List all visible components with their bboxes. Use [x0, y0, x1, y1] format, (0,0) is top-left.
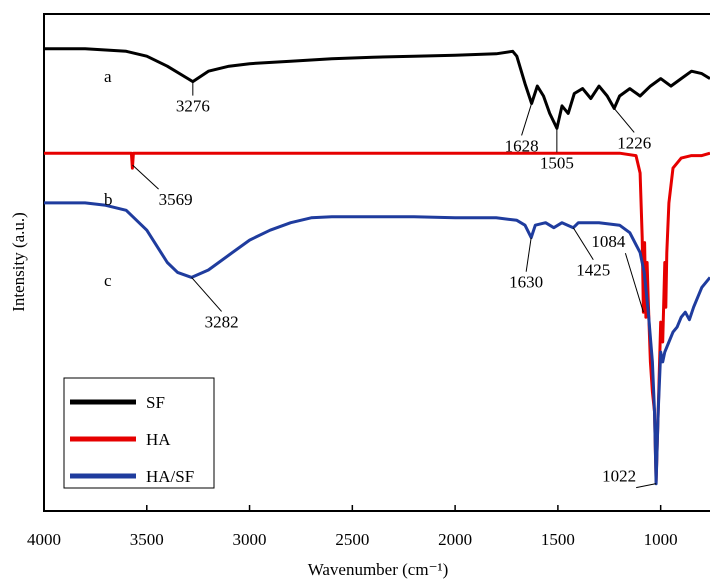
annotation-leader [521, 103, 533, 136]
legend-label: HA/SF [146, 467, 194, 486]
annotation-leader [191, 277, 222, 312]
annotation-label: 3569 [159, 190, 193, 209]
x-tick-label: 1500 [541, 530, 575, 549]
x-tick-label: 4000 [27, 530, 61, 549]
annotation-leader [132, 164, 159, 190]
legend-box [63, 377, 215, 489]
series-line-ha [44, 151, 710, 483]
annotation-leader [636, 483, 657, 489]
x-tick-label: 3500 [130, 530, 164, 549]
series-tag-c: c [104, 271, 112, 290]
series-tag-a: a [104, 67, 112, 86]
annotation-label: 3276 [176, 97, 210, 116]
annotation-leader [624, 253, 644, 313]
legend-label: SF [146, 393, 165, 412]
x-axis-title: Wavenumber (cm⁻¹) [308, 560, 449, 579]
y-axis-title: Intensity (a.u.) [9, 212, 28, 312]
annotation-leader [572, 227, 594, 260]
annotation-label: 1630 [509, 273, 543, 292]
annotation-label: 1628 [505, 136, 539, 155]
annotation-label: 1425 [576, 261, 610, 280]
x-tick-label: 2000 [438, 530, 472, 549]
annotation-label: 1226 [617, 133, 651, 152]
annotation-leader [525, 237, 532, 272]
x-tick-label: 1000 [644, 530, 678, 549]
x-axis-ticks: 4000 3500 3000 2500 2000 1500 1000 [27, 505, 678, 549]
series-tag-b: b [104, 190, 113, 209]
series-tag-layer: a b c [104, 67, 113, 290]
legend: SF HA HA/SF [63, 377, 215, 489]
series-line-ha-sf [44, 201, 710, 486]
plot-frame [43, 13, 710, 512]
series-layer [44, 47, 710, 486]
annotation-leader [613, 108, 635, 133]
x-tick-label: 3000 [233, 530, 267, 549]
annotation-label: 1505 [540, 153, 574, 172]
legend-label: HA [146, 430, 171, 449]
annotation-label: 1084 [591, 232, 626, 251]
annotation-label: 3282 [205, 312, 239, 331]
annotation-label: 1022 [602, 467, 636, 486]
series-line-sf [44, 47, 710, 130]
x-tick-label: 2500 [335, 530, 369, 549]
